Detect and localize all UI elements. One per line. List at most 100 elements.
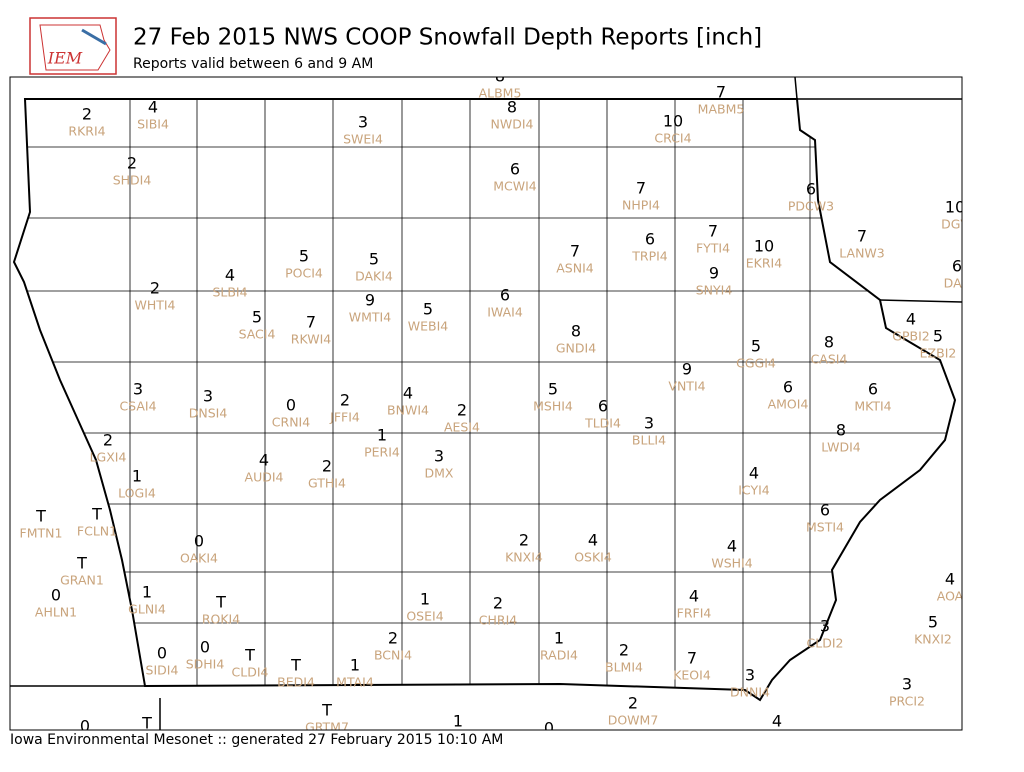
footer: Iowa Environmental Mesonet :: generated … [10, 732, 503, 748]
station-id: PDCW3 [788, 199, 834, 214]
station-value: 1 [420, 590, 430, 609]
station-value: 0 [286, 396, 296, 415]
station-id: SHDI4 [113, 173, 152, 188]
station-id: SACI4 [239, 327, 276, 342]
station-value: 3 [902, 675, 912, 694]
station-value: 1 [377, 426, 387, 445]
station-id: DAKI4 [355, 269, 393, 284]
station-value: 5 [928, 613, 938, 632]
station-value: 8 [507, 98, 517, 117]
station-value: 3 [644, 414, 654, 433]
station-value: T [141, 714, 152, 733]
station-value: 5 [423, 300, 433, 319]
station-id: NHPI4 [622, 198, 660, 213]
station-value: 3 [358, 113, 368, 132]
station-id: OSKI4 [574, 550, 612, 565]
station-value: 2 [150, 279, 160, 298]
station-id: PERI4 [364, 445, 400, 460]
station-value: 8 [571, 322, 581, 341]
station-value: 6 [500, 286, 510, 305]
station-id: EZBI2 [920, 346, 957, 361]
station-id: AOA [937, 589, 964, 604]
station-value: 8 [495, 67, 505, 86]
station-id: BNWI4 [387, 403, 429, 418]
station-value: 8 [836, 421, 846, 440]
station-id: LOGI4 [118, 486, 156, 501]
station-value: 0 [200, 638, 210, 657]
station-value: 7 [636, 179, 646, 198]
station-value: 5 [933, 327, 943, 346]
station-value: 2 [493, 594, 503, 613]
station-value: 2 [103, 431, 113, 450]
station-id: DGV [941, 217, 969, 232]
station-id: AUDI4 [245, 470, 284, 485]
station-id: MSHI4 [533, 399, 573, 414]
station-value: 0 [51, 586, 61, 605]
station-value: 4 [225, 266, 235, 285]
station-value: 5 [369, 250, 379, 269]
station-value: 9 [682, 360, 692, 379]
station-id: DMX [425, 466, 454, 481]
station-value: 3 [820, 617, 830, 636]
station-id: CSAI4 [119, 399, 156, 414]
station-id: OSEI4 [406, 609, 443, 624]
station-id: SNYI4 [696, 283, 733, 298]
station-value: 10 [754, 237, 774, 256]
station-id: LGXI4 [90, 450, 127, 465]
station-id: JFFI4 [329, 410, 360, 425]
station-value: 2 [127, 154, 137, 173]
station-id: OAKI4 [180, 551, 218, 566]
station-id: ALBM5 [479, 86, 522, 101]
station-id: TLDI4 [584, 416, 621, 431]
station-value: 6 [510, 160, 520, 179]
station-id: FMTN1 [20, 526, 63, 541]
subtitle: Reports valid between 6 and 9 AM [133, 56, 373, 72]
station-value: 1 [350, 656, 360, 675]
station-id: CRNI4 [272, 415, 310, 430]
station-id: SLBI4 [212, 285, 247, 300]
station-value: 6 [952, 257, 962, 276]
station-value: T [215, 593, 226, 612]
station-id: IWAI4 [487, 305, 523, 320]
station-id: CASI4 [811, 352, 848, 367]
station-id: RADI4 [540, 648, 578, 663]
station-id: SIDI4 [146, 663, 179, 678]
station-id: WEBI4 [408, 319, 449, 334]
station-id: GPBI2 [892, 329, 929, 344]
station-id: RKRI4 [68, 124, 105, 139]
station-value: 2 [82, 105, 92, 124]
station-id: DNSI4 [189, 406, 228, 421]
station-value: 7 [708, 222, 718, 241]
station-value: T [244, 646, 255, 665]
station-value: 2 [388, 629, 398, 648]
station-value: 9 [709, 264, 719, 283]
map-frame [9, 76, 963, 731]
neighbor-border [10, 77, 962, 730]
title: 27 Feb 2015 NWS COOP Snowfall Depth Repo… [133, 25, 762, 51]
station-value: 4 [689, 587, 699, 606]
station-value: 10 [945, 198, 965, 217]
station-id: SDHI4 [186, 657, 225, 672]
station-value: 3 [745, 666, 755, 685]
station-value: 1 [142, 583, 152, 602]
station-id: PRCI2 [889, 694, 925, 709]
station-id: ASNI4 [556, 261, 594, 276]
station-id: MABM5 [698, 102, 745, 117]
station-id: KNXI4 [505, 550, 543, 565]
station-id: FCLN1 [77, 524, 117, 539]
station-id: WSHI4 [711, 556, 752, 571]
station-id: WMTI4 [349, 310, 391, 325]
station-value: 4 [906, 310, 916, 329]
station-value: 3 [434, 447, 444, 466]
station-id: CLDI4 [232, 665, 269, 680]
logo: IEM [29, 17, 117, 75]
station-value: 1 [453, 712, 463, 731]
station-id: CLDI2 [807, 636, 844, 651]
station-id: KNXI2 [914, 632, 952, 647]
station-value: 4 [749, 464, 759, 483]
station-id: NWDI4 [491, 117, 534, 132]
station-id: SIBI4 [137, 117, 169, 132]
station-value: 5 [548, 380, 558, 399]
